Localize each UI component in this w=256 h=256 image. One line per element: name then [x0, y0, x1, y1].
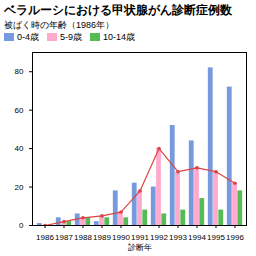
svg-text:1991: 1991	[131, 233, 149, 242]
html-text:5-9歳: 5-9歳	[60, 32, 82, 42]
svg-text:1988: 1988	[74, 233, 92, 242]
svg-text:20: 20	[15, 183, 24, 192]
svg-text:1994: 1994	[188, 233, 206, 242]
svg-text:1996: 1996	[226, 233, 244, 242]
html-text:被ばく時の年齢（1986年）: 被ばく時の年齢（1986年）	[4, 20, 114, 30]
html-text:10-14歳: 10-14歳	[103, 32, 136, 42]
svg-text:1993: 1993	[169, 233, 187, 242]
svg-text:1992: 1992	[150, 233, 168, 242]
svg-text:60: 60	[15, 106, 24, 115]
svg-text:1987: 1987	[55, 233, 73, 242]
svg-text:0: 0	[19, 221, 24, 230]
svg-text:1986: 1986	[36, 233, 54, 242]
svg-text:診断年: 診断年	[128, 243, 152, 252]
svg-text:1989: 1989	[93, 233, 111, 242]
svg-text:1995: 1995	[207, 233, 225, 242]
html-text:0-4歳: 0-4歳	[17, 32, 39, 42]
svg-text:40: 40	[15, 144, 24, 153]
svg-text:80: 80	[15, 67, 24, 76]
html-text:ベラルーシにおける甲状腺がん診断症例数: ベラルーシにおける甲状腺がん診断症例数	[4, 3, 232, 17]
svg-text:1990: 1990	[112, 233, 130, 242]
